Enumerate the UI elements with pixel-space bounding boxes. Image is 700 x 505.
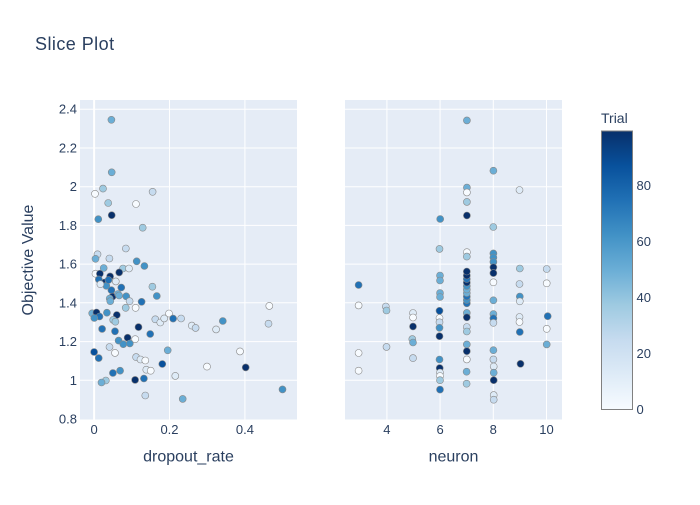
svg-text:2: 2	[70, 179, 77, 194]
svg-text:60: 60	[637, 234, 651, 249]
svg-text:10: 10	[539, 422, 553, 437]
svg-text:8: 8	[490, 422, 497, 437]
svg-text:80: 80	[637, 178, 651, 193]
svg-text:6: 6	[436, 422, 443, 437]
svg-text:0.2: 0.2	[160, 422, 178, 437]
svg-text:40: 40	[637, 290, 651, 305]
svg-text:1: 1	[70, 373, 77, 388]
svg-text:4: 4	[383, 422, 390, 437]
svg-text:neuron: neuron	[429, 449, 479, 466]
svg-text:2.4: 2.4	[59, 102, 77, 117]
svg-text:Slice Plot: Slice Plot	[35, 34, 115, 54]
svg-text:0.8: 0.8	[59, 412, 77, 427]
svg-text:0: 0	[90, 422, 97, 437]
svg-text:20: 20	[637, 346, 651, 361]
svg-text:1.6: 1.6	[59, 257, 77, 272]
svg-text:1.2: 1.2	[59, 334, 77, 349]
svg-text:1.8: 1.8	[59, 218, 77, 233]
svg-text:2.2: 2.2	[59, 141, 77, 156]
svg-text:0: 0	[637, 402, 644, 417]
svg-text:0.4: 0.4	[236, 422, 254, 437]
svg-text:Objective Value: Objective Value	[20, 204, 37, 315]
svg-text:1.4: 1.4	[59, 295, 77, 310]
svg-text:Trial: Trial	[601, 110, 628, 126]
svg-text:dropout_rate: dropout_rate	[143, 449, 234, 466]
